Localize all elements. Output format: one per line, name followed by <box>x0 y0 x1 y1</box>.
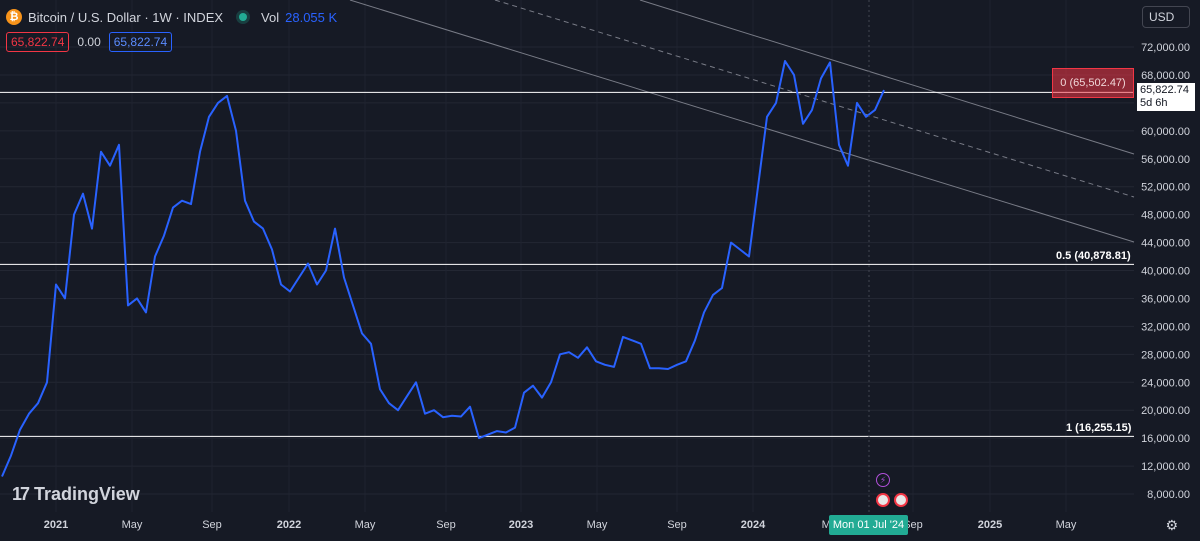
us-flag-event-icon-2[interactable] <box>894 493 908 507</box>
time-axis: 2021 May Sep 2022 May Sep 2023 May Sep 2024 May Sep… <box>44 519 1077 531</box>
price-tick-label: 72,000.00 <box>1141 42 1190 54</box>
fib-level-1-label: 1 (16,255.15) <box>1066 422 1132 434</box>
trend-channel <box>349 0 1135 243</box>
time-tick-label: 2022 <box>277 519 301 531</box>
bar-countdown: 5d 6h <box>1140 97 1168 109</box>
last-price-value: 65,822.74 <box>1140 84 1189 96</box>
time-tick-label: May <box>1056 519 1077 531</box>
time-tick-label: May <box>122 519 143 531</box>
price-tick-label: 68,000.00 <box>1141 70 1190 82</box>
channel-upper-line <box>639 0 1135 155</box>
time-tick-label: May <box>587 519 608 531</box>
buy-price[interactable]: 65,822.74 <box>108 32 173 52</box>
price-tick-label: 40,000.00 <box>1141 266 1190 278</box>
price-tick-label: 12,000.00 <box>1141 461 1190 473</box>
price-tick-label: 28,000.00 <box>1141 349 1190 361</box>
tradingview-logo-icon: 17 <box>12 484 30 504</box>
time-tick-label: Sep <box>202 519 222 531</box>
grid-layer <box>0 0 1134 512</box>
time-tick-label: Sep <box>903 519 923 531</box>
series-layer <box>1 60 885 477</box>
price-tick-label: 20,000.00 <box>1141 405 1190 417</box>
lightning-icon[interactable]: ⚡ <box>876 473 890 487</box>
price-tick-label: 60,000.00 <box>1141 126 1190 138</box>
price-tick-label: 32,000.00 <box>1141 321 1190 333</box>
time-tick-label: 2023 <box>509 519 533 531</box>
btc-price-line <box>1 60 885 477</box>
time-tick-label: May <box>355 519 376 531</box>
price-axis: 72,000.0068,000.0064,000.0060,000.0056,0… <box>1141 42 1190 501</box>
time-tick-label: Sep <box>436 519 456 531</box>
tradingview-logo-text: TradingView <box>34 484 140 504</box>
symbol-title[interactable]: Bitcoin / U.S. Dollar · 1W · INDEX <box>28 9 224 25</box>
time-tick-label: 2021 <box>44 519 68 531</box>
price-tick-label: 8,000.00 <box>1147 489 1190 501</box>
price-tick-label: 56,000.00 <box>1141 154 1190 166</box>
fib-retracement <box>0 91 1134 437</box>
fib-level-0-label: 0 (65,502.47) <box>1052 68 1134 98</box>
price-tick-label: 24,000.00 <box>1141 377 1190 389</box>
price-tick-label: 44,000.00 <box>1141 238 1190 250</box>
time-tick-label: 2024 <box>741 519 766 531</box>
bitcoin-icon: ₿ <box>6 9 22 25</box>
price-tick-label: 16,000.00 <box>1141 433 1190 445</box>
price-tick-label: 52,000.00 <box>1141 182 1190 194</box>
time-tick-label: Sep <box>667 519 687 531</box>
settings-gear-icon[interactable]: ⚙ <box>1165 517 1178 533</box>
tradingview-logo[interactable]: 17 TradingView <box>12 484 140 505</box>
volume-value: 28.055 K <box>285 9 338 25</box>
sell-price[interactable]: 65,822.74 <box>6 32 70 52</box>
symbol-header[interactable]: ₿ Bitcoin / U.S. Dollar · 1W · INDEX Vol… <box>6 6 337 28</box>
channel-lower-line <box>349 0 1135 243</box>
currency-select[interactable]: USD <box>1142 6 1190 28</box>
time-tick-label: 2025 <box>978 519 1002 531</box>
crosshair-date-label: Mon 01 Jul '24 <box>829 515 908 535</box>
price-tick-label: 36,000.00 <box>1141 293 1190 305</box>
price-tick-label: 48,000.00 <box>1141 210 1190 222</box>
us-flag-event-icon[interactable] <box>876 493 890 507</box>
last-price-label: 65,822.74 5d 6h <box>1137 83 1195 111</box>
spread-value: 0.00 <box>77 35 101 49</box>
fib-level-05-label: 0.5 (40,878.81) <box>1056 250 1131 262</box>
price-row: 65,822.74 0.00 65,822.74 <box>6 32 173 52</box>
market-status-icon <box>239 13 248 21</box>
volume-label: Vol <box>261 9 280 25</box>
